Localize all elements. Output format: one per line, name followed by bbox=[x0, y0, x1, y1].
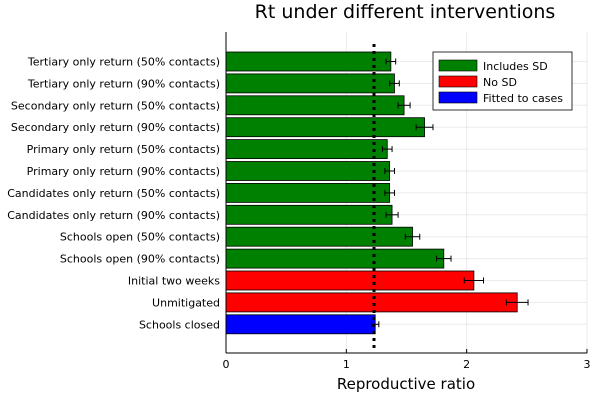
y-tick-label: Schools closed bbox=[139, 318, 220, 331]
bars bbox=[225, 51, 529, 335]
legend-label: Fitted to cases bbox=[483, 92, 563, 105]
y-tick-label: Secondary only return (50% contacts) bbox=[11, 99, 220, 112]
x-tick-label: 1 bbox=[343, 358, 350, 371]
y-tick-label: Tertiary only return (50% contacts) bbox=[27, 56, 220, 69]
y-tick-label: Tertiary only return (90% contacts) bbox=[27, 77, 220, 90]
x-tick-label: 2 bbox=[463, 358, 470, 371]
y-tick-label: Candidates only return (90% contacts) bbox=[7, 209, 220, 222]
bar bbox=[225, 270, 475, 291]
y-tick-label: Schools open (50% contacts) bbox=[60, 231, 220, 244]
y-tick-label: Unmitigated bbox=[152, 296, 220, 309]
legend-swatch bbox=[438, 59, 478, 72]
bar bbox=[225, 73, 395, 94]
bar bbox=[225, 314, 376, 335]
x-tick-label: 0 bbox=[223, 358, 230, 371]
y-tick-label: Primary only return (90% contacts) bbox=[27, 165, 220, 178]
legend: Includes SD No SD Fitted to cases bbox=[432, 51, 573, 111]
legend-swatch bbox=[438, 75, 478, 88]
bar bbox=[225, 226, 413, 247]
legend-label: No SD bbox=[483, 76, 517, 89]
y-tick-label: Initial two weeks bbox=[128, 275, 220, 288]
x-axis-title: Reproductive ratio bbox=[337, 375, 475, 393]
y-tick-label: Schools open (90% contacts) bbox=[60, 253, 220, 266]
legend-swatch bbox=[438, 91, 478, 104]
bar bbox=[225, 292, 518, 313]
y-tick-label: Candidates only return (50% contacts) bbox=[7, 187, 220, 200]
bar bbox=[225, 161, 391, 181]
bar bbox=[225, 139, 388, 160]
chart-title: Rt under different interventions bbox=[255, 1, 556, 23]
bar bbox=[225, 248, 445, 269]
axes: Tertiary only return (50% contacts) Terti… bbox=[7, 32, 591, 371]
bar bbox=[225, 117, 425, 138]
bar bbox=[225, 204, 393, 225]
legend-label: Includes SD bbox=[483, 60, 548, 73]
y-tick-label: Primary only return (50% contacts) bbox=[27, 143, 220, 156]
bar bbox=[225, 95, 405, 116]
bar bbox=[225, 51, 392, 72]
y-tick-label: Secondary only return (90% contacts) bbox=[11, 121, 220, 134]
bar bbox=[225, 182, 391, 203]
x-tick-label: 3 bbox=[584, 358, 591, 371]
